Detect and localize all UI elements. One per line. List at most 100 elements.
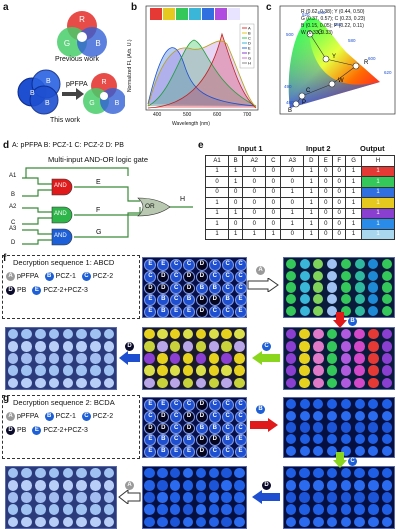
plate-well [208,480,220,491]
e-input2: Input 2 [306,144,331,153]
plate-well [35,377,46,389]
venn-center [77,32,87,42]
g-step-c-badge: C [348,453,359,471]
code-well: B [221,434,234,447]
plate-well [62,328,74,340]
truth-output-cell: 1 [361,228,395,240]
truth-cell: 1 [345,228,362,240]
plate-well [103,365,115,376]
code-well: C [170,410,183,423]
truth-cell: 0 [242,207,267,219]
plate-well [182,353,194,364]
code-well: B [208,422,221,435]
plate-well [313,365,324,376]
legend-text: PCZ-2 [92,273,114,280]
cie-wavelength-label: 500 [286,32,294,37]
plate-well [221,365,232,376]
plate-well [144,467,155,479]
plate-well [313,492,324,503]
plate-well [76,353,87,364]
plate-well [103,516,115,528]
logic-gate-diagram [22,167,193,246]
plate-well [157,504,168,515]
legend-text: PCZ-2 [92,413,114,420]
truth-cell: 1 [228,228,244,240]
plate-well [21,504,32,515]
plate-well [169,365,181,376]
truth-cell: 1 [345,218,362,230]
plate-well [21,480,32,491]
plate-well [62,365,74,376]
spectrum-purple [148,40,256,107]
plate-well [221,504,232,515]
plate-well [234,516,245,528]
plate-well [48,480,60,491]
plate-well [368,492,379,503]
g-step-d-badge: D [262,477,273,495]
and-gate-2 [51,206,73,224]
venn-circle-b [77,27,107,57]
code-well: C [234,398,247,411]
plate-well [340,492,352,503]
plate-well [381,377,393,389]
plate-well [368,410,379,421]
plate-well [327,446,338,457]
plate-well [368,353,379,364]
plate-well [48,365,60,376]
legend-entry: E PCZ-2+PCZ-3 [32,284,88,298]
plate-well [182,365,194,376]
plate-well [169,341,181,352]
code-well: C [170,422,183,435]
plate-well [285,377,297,389]
legend-badge: B [44,271,54,281]
truth-cell: 0 [332,186,347,198]
plate-well [195,328,207,340]
plate-well [221,480,232,491]
plate-well [285,328,297,340]
spectrum-red [148,34,256,108]
g-step-a-badge: A [125,477,136,495]
plate-well [234,492,245,503]
plate-well [326,504,338,515]
plate-well [313,294,324,305]
plate-well [144,365,155,376]
plate-well [340,294,351,305]
truth-cell: 0 [332,176,347,188]
truth-cell: 0 [265,176,282,188]
plate-well [340,365,352,376]
plate-well [103,328,115,340]
this-work-label: This work [50,117,80,124]
or-gate [137,197,171,217]
plate-well [48,341,60,352]
this-work-venn [83,73,125,114]
plate-well [103,480,115,491]
g-grid-after-c [283,466,395,529]
truth-output-cell: 1 [361,218,395,230]
plate-well [285,446,296,457]
g-arrow-2 [333,452,347,468]
plate-well [299,341,310,352]
plate-well [169,377,181,389]
truth-cell: 0 [332,197,347,209]
legend-entry: E PCZ-2+PCZ-3 [32,424,88,438]
plate-well [208,492,220,503]
g-arrow-4 [118,490,141,504]
svg-text:R: R [101,79,106,86]
code-well: C [170,294,183,307]
code-well: E [234,294,247,307]
gate-input-c: C [11,220,16,226]
code-well: C [221,410,234,423]
plate-well [90,328,101,340]
plate-well [368,365,379,376]
plate-well [90,467,101,479]
plate-well [234,480,245,491]
f-step-c-badge: C [262,338,273,356]
plate-well [299,422,310,433]
truth-cell: 0 [228,186,244,198]
legend-text: PCZ-2+PCZ-3 [43,287,88,294]
plate-well [103,467,115,479]
plate-well [368,504,379,515]
legend-text: PCZ-2+PCZ-3 [43,427,88,434]
plate-well [313,504,324,515]
